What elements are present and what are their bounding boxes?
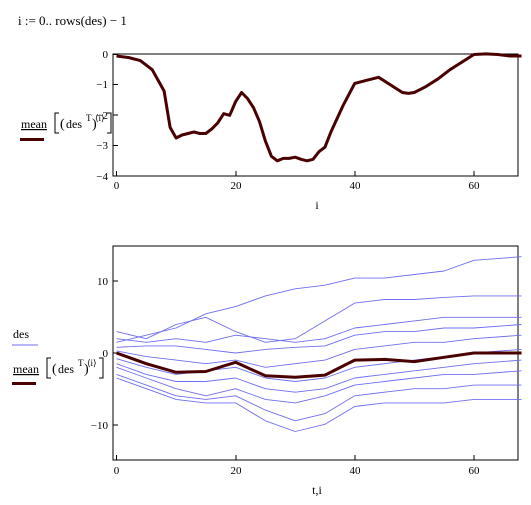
y-expr-left-bracket xyxy=(46,357,51,379)
x-tick-label: 40 xyxy=(350,465,362,477)
y-tick-label: 0 xyxy=(103,348,109,360)
des-series-line xyxy=(116,324,522,354)
y-expr-trace-swatch xyxy=(20,138,44,141)
y-tick-label: −4 xyxy=(96,171,108,183)
y-tick-label: 0 xyxy=(103,49,109,61)
x-tick-label: 60 xyxy=(469,465,481,477)
plot-2-x-tick-labels: 0 20 40 60 xyxy=(114,465,480,477)
plot-2-y-axis-expressions[interactable]: des mean ( des T ) ⟨i⟩ xyxy=(12,327,104,385)
des-series-line xyxy=(116,295,522,343)
y-tick-label: −1 xyxy=(96,79,108,91)
mean-trace xyxy=(115,351,522,379)
plot-2-y-tick-labels: 10 0 −10 xyxy=(91,276,109,432)
y-expr-paren-close: ) xyxy=(92,117,97,132)
plot-2-marks xyxy=(115,256,522,432)
y-expr-sup: T xyxy=(78,358,84,368)
des-series-line xyxy=(116,359,522,393)
x-tick-label: 0 xyxy=(114,465,120,477)
y-tick-label: −10 xyxy=(91,420,109,432)
plot-1-x-tick-labels: 0 20 40 60 xyxy=(114,180,480,192)
x-tick-label: 40 xyxy=(350,180,362,192)
y-expr-right-bracket xyxy=(99,357,104,379)
x-tick-label: 20 xyxy=(231,180,243,192)
y-expr-arg: des xyxy=(66,117,82,131)
y-expr-right-bracket xyxy=(107,112,112,134)
y-expr-sub: ⟨i⟩ xyxy=(95,113,105,123)
y-expr-func: mean xyxy=(13,362,39,376)
y-tick-label: 10 xyxy=(97,276,109,288)
plot-1-y-axis-expression[interactable]: mean ( des T ) ⟨i⟩ xyxy=(20,112,112,141)
y-expr-trace-swatch xyxy=(12,382,36,385)
range-definition[interactable]: i := 0.. rows(des) − 1 xyxy=(18,13,127,28)
y-expr-arg: des xyxy=(58,362,74,376)
mean-trace xyxy=(116,52,522,163)
des-series-line xyxy=(116,316,522,343)
y-expr-left-bracket xyxy=(54,112,59,134)
plot-1-x-axis-label[interactable]: i xyxy=(315,198,319,212)
des-series-line xyxy=(116,334,522,368)
des-series-line xyxy=(116,377,522,432)
des-series-line xyxy=(116,256,522,343)
y-tick-label: −3 xyxy=(96,140,108,152)
y-expr-func: mean xyxy=(21,117,47,131)
des-series-line xyxy=(116,366,522,404)
y-expr-sup: T xyxy=(86,113,92,123)
y-expr-paren-open: ( xyxy=(60,117,65,132)
x-tick-label: 20 xyxy=(231,465,243,477)
y-expr-paren-open: ( xyxy=(52,362,57,377)
plot-2[interactable]: 10 0 −10 0 20 40 60 t,i des mean ( des T… xyxy=(12,245,522,497)
x-tick-label: 60 xyxy=(469,180,481,192)
plot-2-frame xyxy=(112,245,519,461)
y-tick-label: −2 xyxy=(96,110,108,122)
plot-2-x-axis-label[interactable]: t,i xyxy=(312,483,322,497)
plot-1-ticks xyxy=(113,54,475,176)
y-expr-des: des xyxy=(13,327,29,341)
plot-1[interactable]: 0 −1 −2 −3 −4 0 20 40 60 i mean ( des T … xyxy=(20,49,522,212)
des-series-line xyxy=(116,373,522,422)
plot-2-ticks xyxy=(113,280,475,460)
y-expr-sub: ⟨i⟩ xyxy=(87,358,97,368)
plot-1-y-tick-labels: 0 −1 −2 −3 −4 xyxy=(96,49,108,183)
x-tick-label: 0 xyxy=(114,180,120,192)
plot-1-marks xyxy=(116,52,522,163)
y-expr-paren-close: ) xyxy=(84,362,89,377)
